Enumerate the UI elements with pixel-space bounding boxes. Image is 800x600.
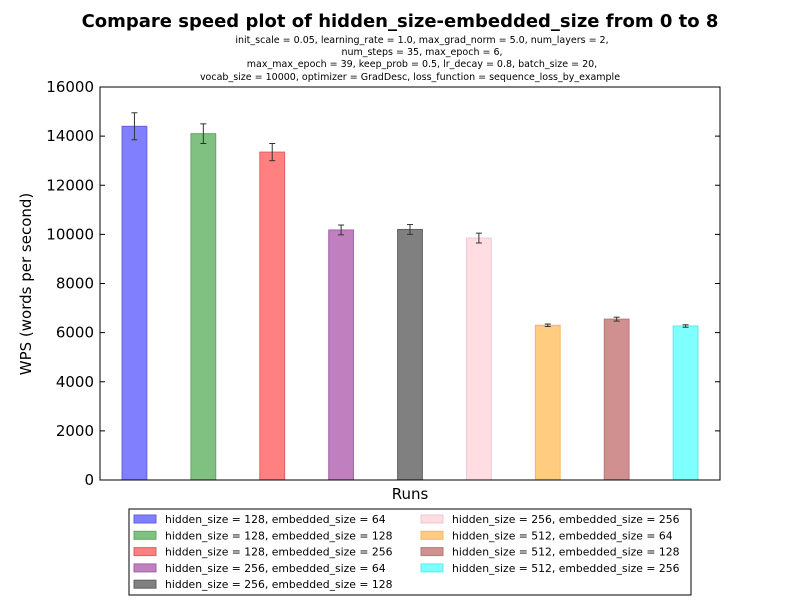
legend-swatch [420, 547, 444, 557]
plot-area-frame [99, 86, 721, 481]
legend-swatch [133, 547, 157, 557]
bar [121, 125, 148, 481]
legend-swatch [420, 563, 444, 573]
y-tick-label: 4000 [56, 373, 94, 391]
legend-swatch [133, 563, 157, 573]
y-axis: 0 2000 4000 6000 8000 10000 12000 14000 16000 [46, 78, 720, 489]
bar-group [121, 125, 699, 481]
y-tick-label: 2000 [56, 422, 94, 440]
errorbar-group [131, 112, 689, 328]
legend-frame [128, 508, 692, 596]
legend-label: hidden_size = 128, embedded_size = 64 [165, 513, 386, 526]
legend-swatch [420, 530, 444, 540]
legend-label: hidden_size = 512, embedded_size = 256 [452, 562, 680, 575]
legend-label: hidden_size = 128, embedded_size = 128 [165, 529, 393, 542]
legend-swatch [420, 514, 444, 524]
y-tick-label: 10000 [46, 225, 94, 243]
y-tick-label: 6000 [56, 324, 94, 342]
legend-swatch [133, 514, 157, 524]
y-tick-label: 14000 [46, 127, 94, 145]
subtitle-line: vocab_size = 10000, optimizer = GradDesc… [200, 72, 620, 83]
chart-subtitle: init_scale = 0.05, learning_rate = 1.0, … [200, 35, 620, 83]
y-tick-label: 12000 [46, 176, 94, 194]
subtitle-line: max_max_epoch = 39, keep_prob = 0.5, lr_… [247, 59, 597, 70]
bar [397, 228, 423, 481]
bar [672, 325, 699, 481]
x-axis-label: Runs [392, 485, 429, 503]
legend-label: hidden_size = 256, embedded_size = 64 [165, 562, 386, 575]
bar [603, 318, 630, 481]
legend: hidden_size = 128, embedded_size = 64 hid… [128, 508, 692, 596]
bar [534, 324, 561, 481]
bar [259, 151, 286, 481]
legend-label: hidden_size = 512, embedded_size = 64 [452, 529, 673, 542]
legend-label: hidden_size = 128, embedded_size = 256 [165, 546, 393, 559]
legend-label: hidden_size = 256, embedded_size = 128 [165, 578, 393, 591]
legend-label: hidden_size = 256, embedded_size = 256 [452, 513, 680, 526]
legend-swatch [133, 530, 157, 540]
chart-title: Compare speed plot of hidden_size-embedd… [82, 11, 719, 32]
subtitle-line: num_steps = 35, max_epoch = 6, [341, 47, 502, 58]
legend-swatch [133, 579, 157, 589]
legend-label: hidden_size = 512, embedded_size = 128 [452, 546, 680, 559]
bar [328, 229, 355, 481]
bar [190, 133, 217, 481]
y-tick-label: 16000 [46, 78, 94, 96]
y-axis-label: WPS (words per second) [17, 193, 35, 376]
y-tick-label: 0 [84, 471, 94, 489]
y-tick-label: 8000 [56, 275, 94, 293]
bar [465, 237, 492, 481]
subtitle-line: init_scale = 0.05, learning_rate = 1.0, … [235, 35, 608, 46]
